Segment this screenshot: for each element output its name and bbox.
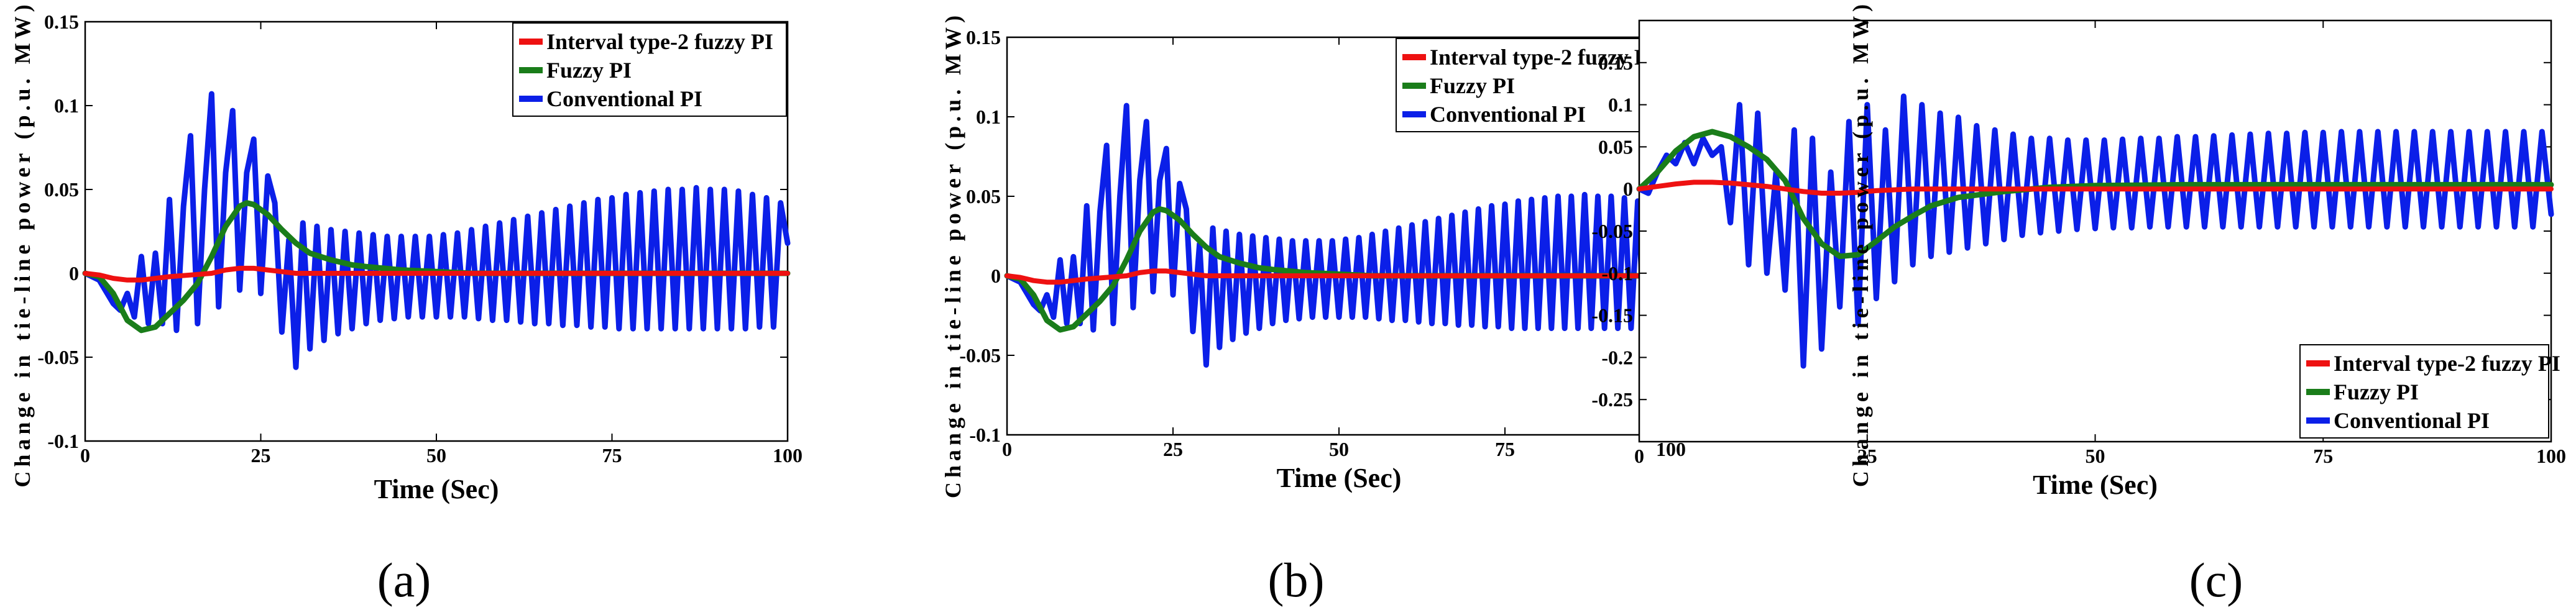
p2-xtick-label: 0 [1634,445,1644,467]
p1-series-conventional-pi [1004,102,1674,368]
p0-subfigure-label: (a) [377,553,431,607]
p1-ytick-label: -0.1 [969,424,1001,446]
p1-x-axis-label: Time (Sec) [1277,463,1402,493]
p0-series-interval-type-2-fuzzy-pi [83,265,790,283]
p2-legend-label: Fuzzy PI [2334,380,2419,404]
p1-series-interval-type-2-fuzzy-pi [1005,268,1673,285]
p2-ytick-label: 0.15 [1598,52,1633,74]
p2-legend: Interval type-2 fuzzy PI Fuzzy PI Conventi… [2299,344,2560,439]
p1-subfigure-label: (b) [1268,553,1325,607]
p2-ytick-label: -0.25 [1591,388,1633,411]
p0-xtick-label: 75 [602,444,622,467]
p0-ytick-label: -0.1 [47,430,79,452]
p1-y-axis-label: Change in tie-line power (p.u. MW) [941,11,965,498]
p2-legend-box [2299,344,2549,439]
p2-xtick-label: 75 [2313,445,2333,467]
p1-legend: Interval type-2 fuzzy PI Fuzzy PI Conventi… [1396,38,1670,132]
p2-legend-label: Conventional PI [2334,408,2490,433]
p2-x-axis-label: Time (Sec) [2033,470,2158,500]
p0-ytick-label: 0.05 [44,178,79,201]
p1-ytick-label: 0.05 [966,185,1001,207]
p2-series-interval-type-2-fuzzy-pi [1637,180,2554,196]
p2-ytick-label: -0.1 [1601,262,1633,285]
p2-xtick-label: 50 [2086,445,2105,467]
p1-ytick-label: 0.1 [976,106,1001,128]
p2-ytick-label: 0 [1623,178,1633,200]
p1-xtick-label: 75 [1495,438,1515,460]
p2-ytick-label: -0.2 [1601,346,1633,368]
p2-series-fuzzy-pi [1636,129,2554,260]
p2-subfigure-label: (c) [2189,553,2243,607]
p0-ytick-label: 0.15 [44,11,79,33]
p2-ytick-label: 0.1 [1608,94,1633,116]
p1-legend-label: Interval type-2 fuzzy PI [1430,45,1657,70]
p1-legend-label: Fuzzy PI [1430,73,1515,98]
p1-legend-box [1396,38,1670,132]
p0-legend-label: Interval type-2 fuzzy PI [546,29,773,54]
p2-ytick-label: -0.15 [1591,304,1633,327]
p0-x-axis-label: Time (Sec) [374,474,499,504]
p0-legend: Interval type-2 fuzzy PI Fuzzy PI Conventi… [512,22,787,117]
p2-ytick-label: -0.05 [1591,220,1633,242]
p2-xtick-label: 25 [1857,445,1877,467]
p0-xtick-label: 0 [80,444,90,467]
p0-xtick-label: 100 [773,444,803,467]
p0-ytick-label: 0.1 [54,94,79,117]
p1-legend-label: Conventional PI [1430,102,1586,127]
p1-xtick-label: 0 [1002,438,1012,460]
p2-xtick-label: 100 [2536,445,2566,467]
p1-xtick-label: 25 [1163,438,1183,460]
p1-ytick-label: 0.15 [966,26,1001,48]
p0-xtick-label: 50 [426,444,446,467]
p0-ytick-label: -0.05 [37,346,79,368]
p2-series-conventional-pi [1636,93,2554,369]
chart-panel-b: 0 25 50 75 100-0.1-0.0500.050.10.15Interval … [941,11,1686,607]
p0-series-conventional-pi [82,91,791,370]
chart-panel-c: 0 25 50 75 100 -0.25 -0.2 -0.15 -0.1 -0.05 0 0.05 0.… [1591,0,2566,607]
p2-ytick-label: 0.05 [1598,135,1633,158]
p0-legend-label: Conventional PI [546,86,702,111]
p1-xtick-label: 50 [1329,438,1349,460]
p1-ytick-label: -0.05 [959,344,1001,366]
chart-panel-a: 0 25 50 75 100 -0.1 -0.05 0 0.05 0.1 0.15 Interval … [10,0,803,607]
p0-legend-label: Fuzzy PI [546,58,632,83]
p0-legend-box [512,22,787,117]
p0-ytick-label: 0 [69,262,79,285]
p1-ytick-label: 0 [991,265,1001,287]
p0-xtick-label: 25 [251,444,271,467]
p2-legend-label: Interval type-2 fuzzy PI [2334,351,2560,376]
p2-y-axis-label: Change in tie-line power (p.u. MW) [1848,0,1873,487]
p0-y-axis-label: Change in tie-line power (p.u. MW) [10,0,35,487]
